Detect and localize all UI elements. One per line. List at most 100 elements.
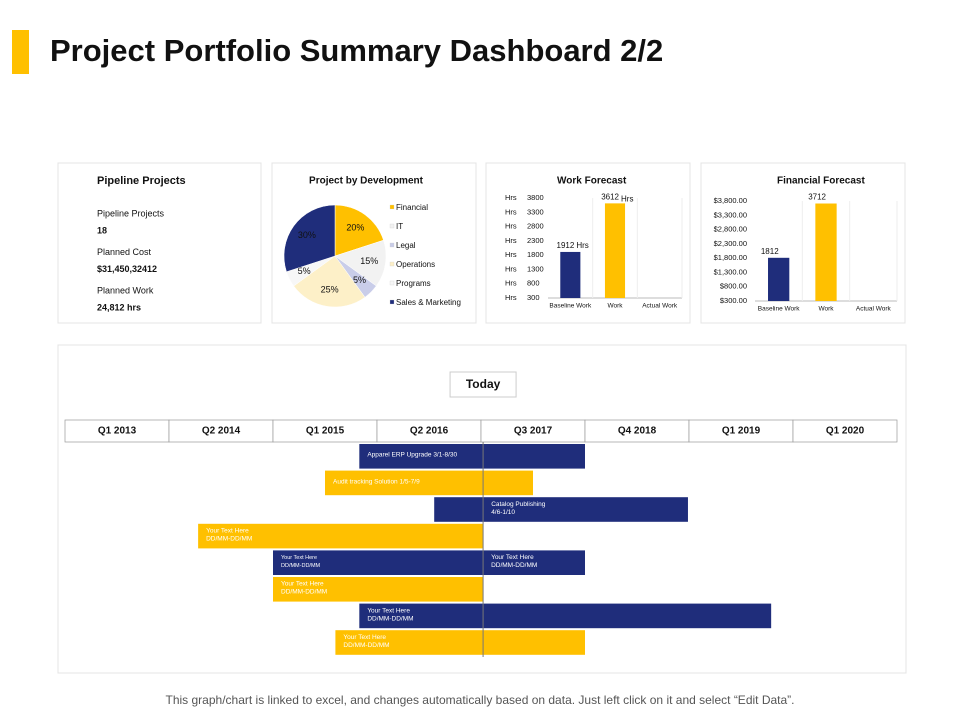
y-unit: Hrs [505, 293, 517, 302]
x-tick-label: Actual Work [642, 303, 678, 310]
y-tick-label: $1,300.00 [714, 267, 747, 276]
task-label: DD/MM-DD/MM [281, 563, 321, 569]
y-tick-label: 3300 [527, 207, 544, 216]
legend-label: IT [396, 222, 403, 231]
legend-swatch [389, 299, 395, 305]
metric-value: 24,812 hrs [97, 302, 141, 312]
today-box [449, 371, 517, 398]
y-tick-label: $800.00 [720, 282, 747, 291]
y-tick-label: $2,800.00 [714, 225, 747, 234]
card [700, 162, 906, 324]
y-tick-label: $3,300.00 [714, 210, 747, 219]
legend-swatch [389, 204, 395, 210]
task-label: DD/MM-DD/MM [206, 536, 252, 543]
task-label: Your Text Here [491, 554, 534, 561]
quarter-label: Q4 2018 [618, 426, 657, 437]
quarter-label: Q2 2014 [202, 426, 241, 437]
y-tick-label: 800 [527, 279, 540, 288]
metric-label: Planned Cost [97, 247, 152, 257]
title-accent [12, 30, 29, 74]
task-label: Your Text Here [281, 581, 324, 588]
task-label: DD/MM-DD/MM [343, 642, 389, 649]
y-tick-label: $300.00 [720, 296, 747, 305]
legend-swatch [389, 242, 395, 248]
task-label: Your Text Here [206, 528, 249, 535]
task-label: Audit tracking Solution 1/5-7/9 [333, 478, 420, 485]
card-title: Pipeline Projects [97, 175, 186, 187]
slice-label: 25% [321, 285, 339, 295]
quarter-label: Q1 2013 [98, 426, 137, 437]
x-tick-label: Work [818, 306, 834, 313]
gantt-bar [335, 630, 585, 655]
legend-swatch [389, 223, 395, 229]
pie-slice [293, 255, 366, 308]
y-unit: Hrs [505, 250, 517, 259]
y-unit: Hrs [505, 279, 517, 288]
y-unit: Hrs [505, 207, 517, 216]
chart-title: Financial Forecast [777, 176, 865, 187]
card [57, 162, 262, 324]
y-tick-label: 1800 [527, 250, 544, 259]
legend-label: Operations [396, 260, 435, 269]
task-label: DD/MM-DD/MM [367, 615, 413, 622]
bar [815, 203, 837, 301]
quarter-label: Q1 2015 [306, 426, 345, 437]
legend-swatch [389, 261, 395, 267]
quarter-label: Q2 2016 [410, 426, 449, 437]
card [485, 162, 691, 324]
slice-label: 5% [298, 266, 311, 276]
y-unit: Hrs [505, 264, 517, 273]
gantt-bar [434, 497, 688, 522]
gantt-bar [198, 523, 484, 549]
y-tick-label: 1300 [527, 264, 544, 273]
value-label: 1812 [761, 247, 779, 256]
bar [604, 203, 626, 298]
y-unit: Hrs [505, 193, 517, 202]
y-tick-label: 300 [527, 293, 540, 302]
task-label: Your Text Here [343, 634, 386, 641]
y-tick-label: 3800 [527, 193, 544, 202]
gantt-bar [325, 470, 533, 496]
task-label: Apparel ERP Upgrade 3/1-8/30 [367, 452, 457, 459]
chart-title: Work Forecast [557, 176, 627, 187]
legend-label: Financial [396, 203, 428, 212]
y-tick-label: $1,800.00 [714, 253, 747, 262]
x-tick-label: Baseline Work [758, 306, 801, 313]
legend-label: Programs [396, 279, 431, 288]
x-tick-label: Actual Work [856, 306, 892, 313]
gantt-bar [359, 603, 772, 629]
value-label: 1912 [557, 241, 575, 250]
y-tick-label: $2,300.00 [714, 239, 747, 248]
x-tick-label: Work [607, 303, 623, 310]
metric-label: Planned Work [97, 285, 154, 295]
page-title: Project Portfolio Summary Dashboard 2/2 [50, 33, 663, 68]
header-cell [792, 419, 898, 443]
value-unit: Hrs [621, 194, 633, 203]
metric-value: 18 [97, 225, 107, 235]
y-tick-label: 2800 [527, 222, 544, 231]
y-tick-label: $3,800.00 [714, 196, 747, 205]
pie-slice [334, 239, 387, 287]
y-unit: Hrs [505, 236, 517, 245]
value-unit: Hrs [576, 241, 588, 250]
task-label: Your Text Here [281, 555, 317, 561]
metric-value: $31,450,32412 [97, 264, 157, 274]
slice-label: 30% [298, 230, 316, 240]
legend-label: Sales & Marketing [396, 298, 461, 307]
x-tick-label: Baseline Work [549, 303, 592, 310]
quarter-label: Q3 2017 [514, 426, 553, 437]
today-label: Today [466, 377, 501, 391]
task-label: DD/MM-DD/MM [281, 589, 327, 596]
quarter-label: Q1 2020 [826, 426, 865, 437]
quarter-label: Q1 2019 [722, 426, 761, 437]
value-label: 3612 [601, 192, 619, 201]
bar [560, 251, 581, 298]
chart-title: Project by Development [309, 176, 424, 187]
gantt-bar [273, 550, 585, 575]
gantt-bar [273, 577, 484, 602]
task-label: Catalog Publishing [491, 501, 546, 508]
footer-note: This graph/chart is linked to excel, and… [166, 693, 795, 707]
task-label: DD/MM-DD/MM [491, 562, 537, 569]
